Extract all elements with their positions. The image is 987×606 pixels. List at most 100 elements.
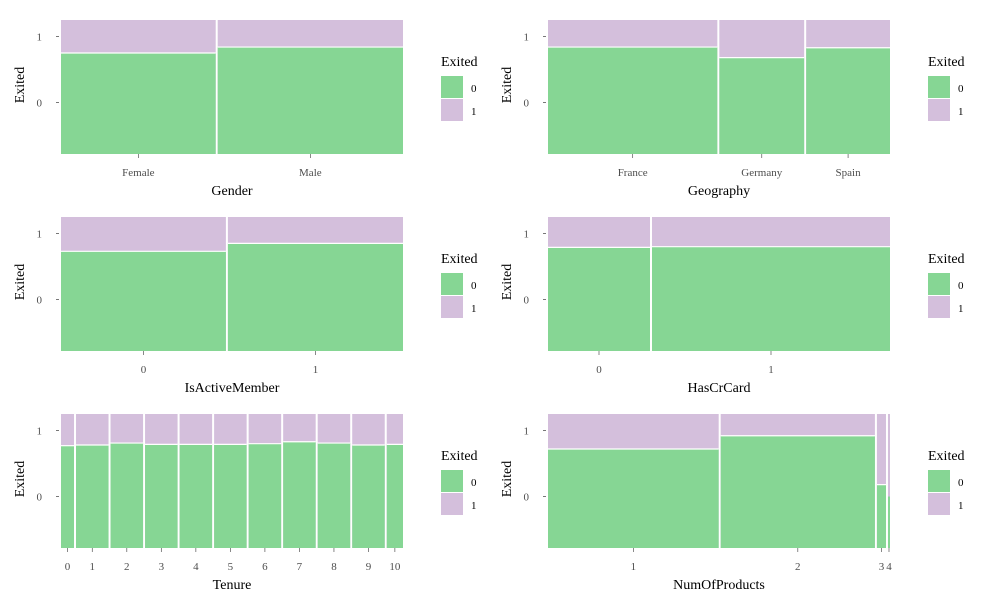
legend-title: Exited — [441, 252, 478, 267]
legend-key-1 — [928, 493, 950, 515]
bar-stayed-4 — [179, 444, 213, 548]
y-tick-label: 1 — [524, 229, 530, 241]
bar-stayed-Spain — [806, 47, 890, 154]
x-tick-label: 10 — [389, 561, 401, 573]
y-tick-label: 0 — [524, 98, 530, 110]
x-axis-title: NumOfProducts — [673, 578, 765, 593]
legend-label-1: 1 — [958, 106, 964, 118]
x-tick-label: 1 — [90, 561, 96, 573]
x-tick-label: 3 — [159, 561, 165, 573]
x-tick-label: 2 — [124, 561, 130, 573]
panel-gender: Female Male 1 0 Gender Exited Exited 0 1 — [13, 20, 478, 199]
panel-isactivemember: 0 1 1 0 IsActiveMember Exited Exited 0 1 — [13, 217, 478, 396]
y-tick-label: 0 — [524, 295, 530, 307]
legend: Exited 0 1 — [441, 449, 478, 515]
bar-stayed-4 — [887, 496, 890, 548]
y-axis-title: Exited — [13, 67, 28, 104]
bar-stayed-0 — [61, 445, 75, 548]
legend-label-1: 1 — [471, 500, 477, 512]
legend-key-1 — [441, 493, 463, 515]
x-axis-title: HasCrCard — [688, 381, 751, 396]
y-tick-label: 1 — [37, 229, 43, 241]
bar-stayed-3 — [145, 444, 178, 548]
y-tick-label: 0 — [37, 295, 43, 307]
bar-exited-4 — [887, 414, 890, 548]
bar-stayed-2 — [720, 435, 875, 548]
y-tick-label: 1 — [37, 32, 43, 44]
panel-geography: France Germany Spain10GeographyExitedExite… — [500, 20, 965, 199]
legend-label-0: 0 — [471, 83, 477, 95]
legend-title: Exited — [441, 55, 478, 70]
x-tick-label: 3 — [879, 561, 885, 573]
legend-key-0 — [441, 470, 463, 492]
legend-key-1 — [441, 99, 463, 121]
bar-stayed-0 — [548, 247, 650, 351]
bar-stayed-France — [548, 47, 718, 154]
x-tick-label: 1 — [631, 561, 637, 573]
y-tick-label: 0 — [37, 98, 43, 110]
legend-label-1: 1 — [958, 500, 964, 512]
legend-key-0 — [441, 76, 463, 98]
y-axis-title: Exited — [13, 264, 28, 301]
x-tick-label: 4 — [193, 561, 199, 573]
bar-stayed-7 — [283, 441, 316, 548]
legend-label-0: 0 — [471, 477, 477, 489]
x-tick-label: 7 — [297, 561, 303, 573]
panel-numofproducts: 1 2 3 4 1 0 NumOfProducts Exited Exited 0 1 — [500, 414, 965, 593]
x-tick-label: Spain — [836, 167, 862, 179]
legend-key-1 — [928, 296, 950, 318]
y-axis-title: Exited — [500, 264, 515, 301]
y-axis-title: Exited — [500, 67, 515, 104]
legend-label-0: 0 — [471, 280, 477, 292]
legend-key-0 — [441, 273, 463, 295]
y-axis-title: Exited — [13, 461, 28, 498]
legend: Exited 0 1 — [928, 55, 965, 121]
legend-label-1: 1 — [958, 303, 964, 315]
legend-label-1: 1 — [471, 303, 477, 315]
legend-key-1 — [441, 296, 463, 318]
bar-stayed-6 — [248, 443, 282, 548]
bar-stayed-Germany — [719, 57, 805, 155]
legend-key-0 — [928, 273, 950, 295]
x-tick-label: Male — [299, 167, 322, 179]
legend-label-1: 1 — [471, 106, 477, 118]
bar-exited-3 — [876, 414, 886, 548]
x-tick-label: 1 — [768, 364, 774, 376]
x-tick-label: 8 — [331, 561, 337, 573]
bar-stayed-8 — [317, 443, 351, 548]
legend: Exited 0 1 — [441, 252, 478, 318]
bar-stayed-0 — [61, 251, 226, 351]
x-tick-label: Female — [122, 167, 154, 179]
bar-stayed-1 — [76, 445, 109, 548]
bar-stayed-10 — [386, 444, 403, 548]
legend: Exited 0 1 — [441, 55, 478, 121]
legend: Exited 0 1 — [928, 252, 965, 318]
panel-hascrcard: 0 1 1 0 HasCrCard Exited Exited 0 1 — [500, 217, 965, 396]
legend-key-0 — [928, 76, 950, 98]
bar-stayed-9 — [352, 445, 385, 548]
x-tick-label: 6 — [262, 561, 268, 573]
x-tick-label: 0 — [596, 364, 602, 376]
bar-stayed-1 — [652, 246, 890, 351]
bar-stayed-1 — [548, 448, 719, 548]
y-axis-title: Exited — [500, 461, 515, 498]
bar-stayed-3 — [876, 484, 886, 548]
legend-title: Exited — [928, 449, 965, 464]
x-tick-label: 0 — [65, 561, 71, 573]
bar-stayed-1 — [227, 243, 403, 351]
x-tick-label: 1 — [313, 364, 319, 376]
legend-label-0: 0 — [958, 83, 964, 95]
y-tick-label: 1 — [524, 32, 530, 44]
x-axis-title: Tenure — [213, 578, 252, 593]
y-tick-label: 0 — [37, 492, 43, 504]
x-tick-label: France — [618, 167, 648, 179]
legend-title: Exited — [441, 449, 478, 464]
x-tick-label: 2 — [795, 561, 801, 573]
legend-label-0: 0 — [958, 280, 964, 292]
y-tick-label: 1 — [524, 426, 530, 438]
x-axis-title: Gender — [211, 184, 253, 199]
bar-stayed-Male — [217, 47, 403, 154]
legend-key-0 — [928, 470, 950, 492]
